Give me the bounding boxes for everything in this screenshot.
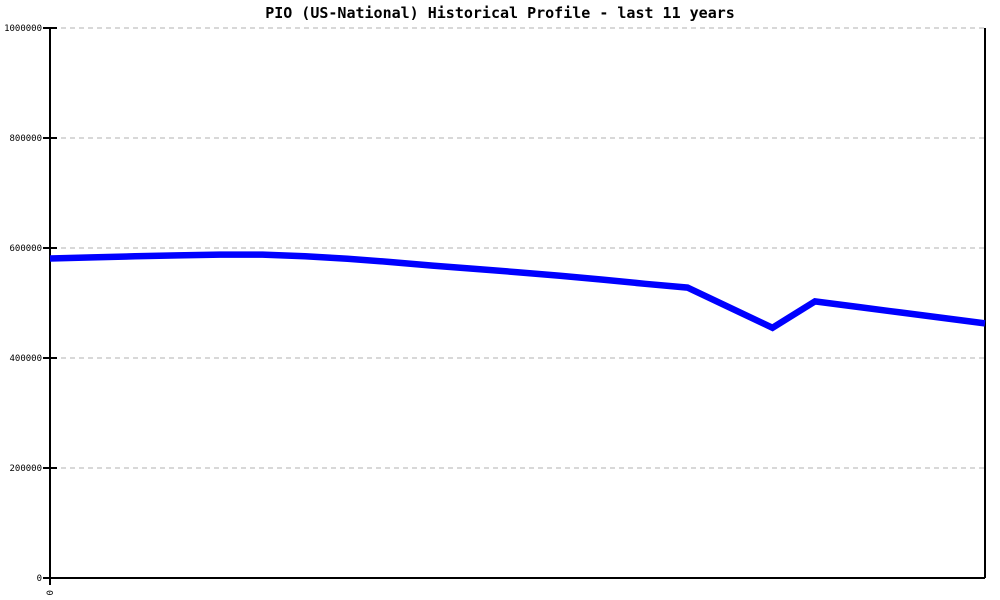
y-tick-label: 800000 xyxy=(9,134,42,144)
x-tick-label: 0 xyxy=(46,590,56,595)
y-tick-label: 600000 xyxy=(9,244,42,254)
y-tick-label: 0 xyxy=(37,574,42,584)
chart-title: PIO (US-National) Historical Profile - l… xyxy=(265,4,735,22)
y-tick-label: 200000 xyxy=(9,464,42,474)
series-line xyxy=(49,251,986,332)
y-tick-label: 1000000 xyxy=(4,24,42,34)
y-tick-label: 400000 xyxy=(9,354,42,364)
